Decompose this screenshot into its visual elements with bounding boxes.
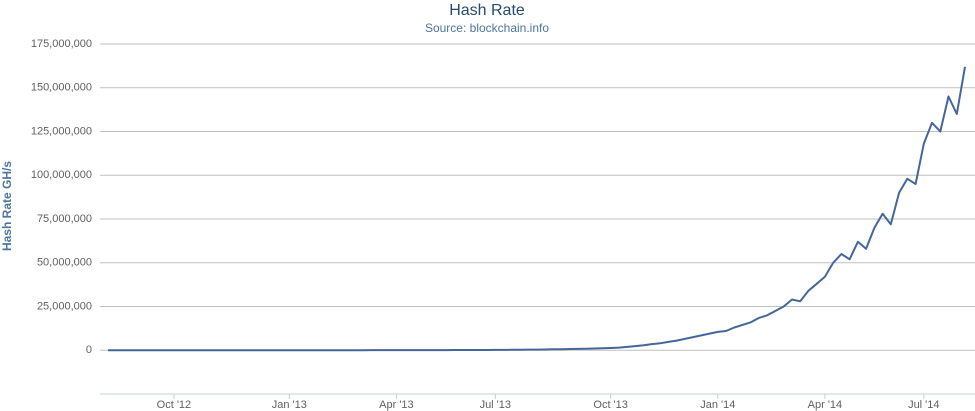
x-tick-label: Oct '13: [593, 399, 628, 411]
x-tick-label: Oct '12: [157, 399, 192, 411]
x-tick-label: Jan '14: [700, 399, 735, 411]
y-tick-label: 150,000,000: [31, 82, 92, 94]
y-tick-label: 0: [86, 344, 92, 356]
y-tick-label: 175,000,000: [31, 38, 92, 50]
x-tick-label: Apr '13: [379, 399, 414, 411]
hash-rate-line: [108, 66, 966, 352]
x-tick-label: Apr '14: [808, 399, 843, 411]
x-tick-label: Jul '14: [908, 399, 939, 411]
y-tick-label: 125,000,000: [31, 125, 92, 137]
x-tick-label: Jan '13: [272, 399, 307, 411]
y-axis-title: Hash Rate GH/s: [0, 161, 14, 251]
y-tick-label: 75,000,000: [37, 213, 92, 225]
x-tick-label: Jul '13: [480, 399, 511, 411]
y-tick-label: 50,000,000: [37, 257, 92, 269]
chart-subtitle: Source: blockchain.info: [425, 21, 549, 35]
y-tick-label: 25,000,000: [37, 300, 92, 312]
chart-title: Hash Rate: [449, 2, 525, 19]
y-tick-label: 100,000,000: [31, 169, 92, 181]
